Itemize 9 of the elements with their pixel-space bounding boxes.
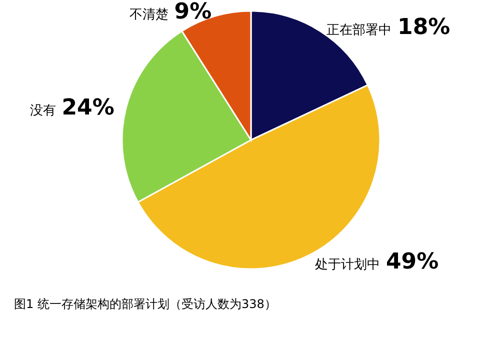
data-label: 49% xyxy=(386,249,439,274)
data-label: 18% xyxy=(398,15,450,40)
slice-label: 正在部署中 xyxy=(326,23,392,38)
data-label: 9% xyxy=(174,0,212,24)
slice-label: 不清楚 xyxy=(129,7,168,22)
text: 图1 统一存储架构的部署计划（受访人数为338） xyxy=(14,297,276,311)
slice-label: 没有 xyxy=(30,103,56,118)
data-label: 24% xyxy=(62,95,114,120)
slice-label: 处于计划中 xyxy=(315,257,380,272)
